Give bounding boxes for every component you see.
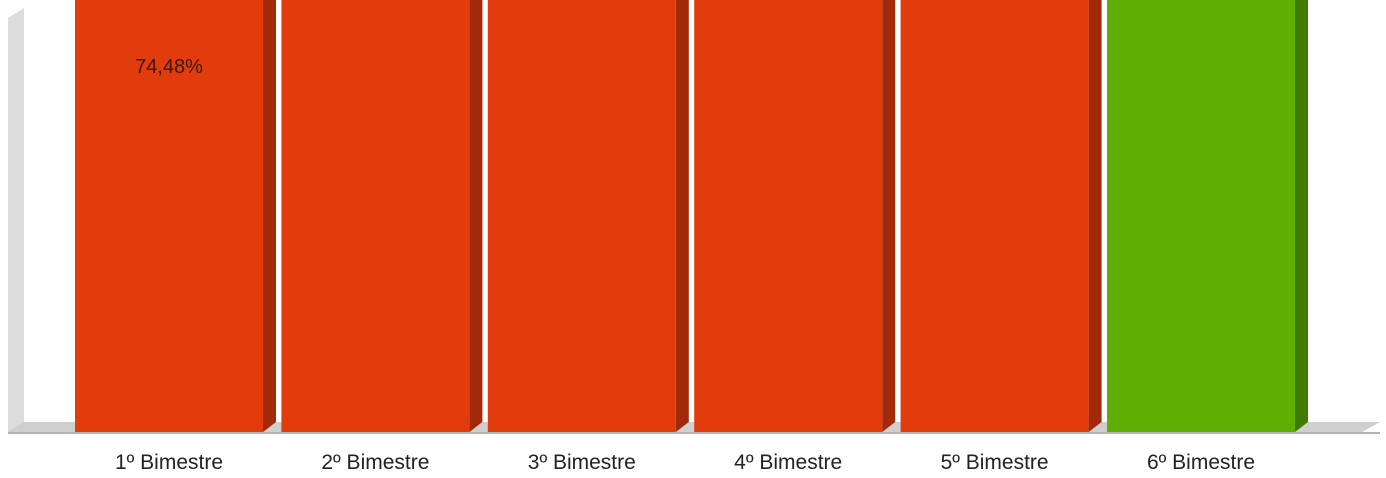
bar-side bbox=[469, 0, 483, 432]
bar-side bbox=[882, 0, 896, 432]
chart-left-wall bbox=[8, 8, 24, 432]
bar-front bbox=[900, 0, 1089, 432]
bar-6 bbox=[1107, 0, 1308, 432]
bar-front bbox=[1107, 0, 1295, 432]
category-label: 3º Bimestre bbox=[528, 451, 636, 474]
bar-side bbox=[1295, 0, 1308, 432]
bar-1 bbox=[75, 0, 276, 432]
bar-side bbox=[1088, 0, 1102, 432]
bar-front bbox=[694, 0, 883, 432]
bar-2 bbox=[281, 0, 483, 432]
category-label: 5º Bimestre bbox=[941, 451, 1049, 474]
bar-value-label: 74,48% bbox=[135, 56, 203, 78]
bar-front bbox=[487, 0, 676, 432]
bar-side bbox=[263, 0, 276, 432]
bar-3 bbox=[487, 0, 689, 432]
bar-side bbox=[675, 0, 689, 432]
bar-front bbox=[75, 0, 263, 432]
bar-group bbox=[75, 0, 1308, 432]
category-axis: 1º Bimestre 2º Bimestre 3º Bimestre 4º Bime… bbox=[115, 451, 1255, 474]
category-label: 2º Bimestre bbox=[321, 451, 429, 474]
value-label-group: 74,48%86,02%85,92%88,82%90,16%97,70% bbox=[135, 56, 203, 78]
category-label: 4º Bimestre bbox=[734, 451, 842, 474]
category-label: 1º Bimestre bbox=[115, 451, 223, 474]
category-label: 6º Bimestre bbox=[1147, 451, 1255, 474]
bar-4 bbox=[694, 0, 896, 432]
bar-5 bbox=[900, 0, 1102, 432]
bar-front bbox=[281, 0, 470, 432]
